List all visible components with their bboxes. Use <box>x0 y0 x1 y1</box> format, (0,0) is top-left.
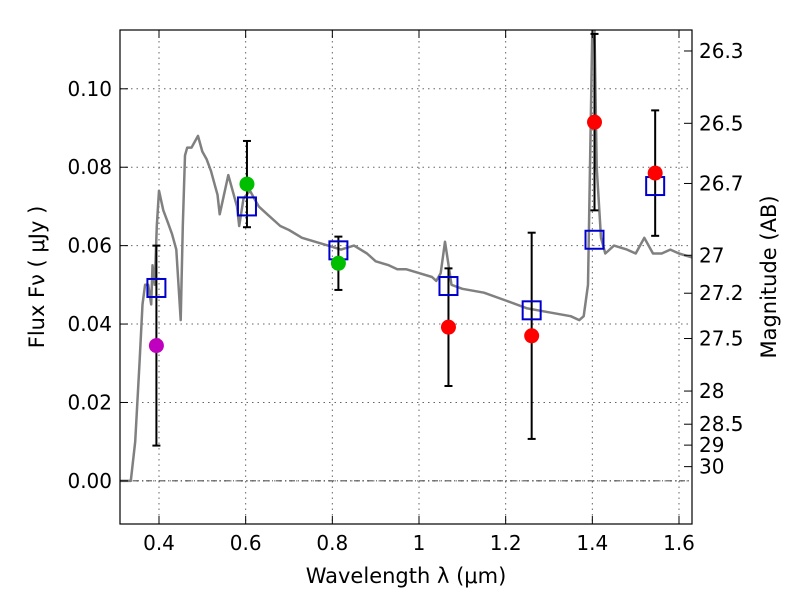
magnitude-tick-label: 29 <box>699 433 724 457</box>
grid <box>120 30 692 524</box>
magnitude-tick-label: 26.3 <box>699 39 744 63</box>
plot-frame <box>119 29 693 525</box>
y-tick-label: 0.00 <box>67 469 112 493</box>
y-tick-label: 0.04 <box>67 312 112 336</box>
magnitude-tick-label: 30 <box>699 455 724 479</box>
x-axis-label: Wavelength λ (μm) <box>306 564 507 588</box>
observed-flux-point <box>148 338 164 354</box>
model-flux-marker <box>146 277 167 298</box>
y-axis-label: Flux Fν ( μJy ) <box>25 206 49 349</box>
y-tick-label: 0.02 <box>67 390 112 414</box>
y2-axis-label: Magnitude (AB) <box>757 195 781 358</box>
magnitude-tick-label: 26.7 <box>699 171 744 195</box>
x-tick-label: 1 <box>413 531 426 555</box>
observed-flux-point <box>239 176 255 192</box>
magnitude-tick-label: 28 <box>699 379 724 403</box>
magnitude-tick-label: 27.5 <box>699 327 744 351</box>
x-tick-label: 0.8 <box>316 531 348 555</box>
model-flux-marker <box>584 229 605 250</box>
observed-flux-point <box>587 114 602 130</box>
x-tick-label: 1.4 <box>576 531 608 555</box>
template-spectrum-line <box>120 30 692 483</box>
plot-area <box>120 30 692 483</box>
x-tick-label: 0.4 <box>143 531 175 555</box>
observed-flux-point <box>647 165 663 181</box>
y-tick-label: 0.06 <box>67 234 112 258</box>
magnitude-tick-label: 27.2 <box>699 281 744 305</box>
axes: 0.4 0.6 0.8 1 1.2 1.4 1.6 0.00 0.02 0.04 0.06 0.08 0… <box>67 30 744 555</box>
x-tick-label: 1.2 <box>490 531 522 555</box>
model-flux-marker <box>438 276 459 297</box>
y-tick-label: 0.08 <box>67 155 112 179</box>
magnitude-tick-label: 26.5 <box>699 111 744 135</box>
y-tick-label: 0.10 <box>67 77 112 101</box>
magnitude-tick-label: 27 <box>699 243 724 267</box>
observed-flux-point <box>330 255 346 271</box>
magnitude-tick-label: 28.5 <box>699 412 744 436</box>
model-flux-marker <box>236 196 257 217</box>
observed-flux-point <box>524 328 540 344</box>
x-tick-label: 0.6 <box>230 531 262 555</box>
observed-flux-point <box>440 319 456 335</box>
model-flux-marker <box>521 300 542 321</box>
x-tick-label: 1.6 <box>663 531 695 555</box>
